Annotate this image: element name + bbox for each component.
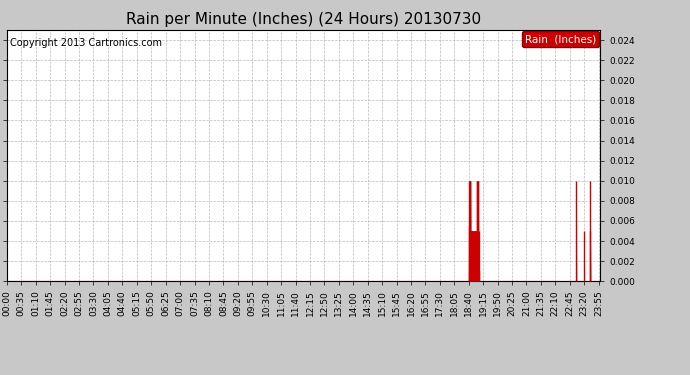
Title: Rain per Minute (Inches) (24 Hours) 20130730: Rain per Minute (Inches) (24 Hours) 2013… — [126, 12, 481, 27]
Legend: Rain  (Inches): Rain (Inches) — [522, 31, 599, 47]
Text: Copyright 2013 Cartronics.com: Copyright 2013 Cartronics.com — [10, 38, 162, 48]
